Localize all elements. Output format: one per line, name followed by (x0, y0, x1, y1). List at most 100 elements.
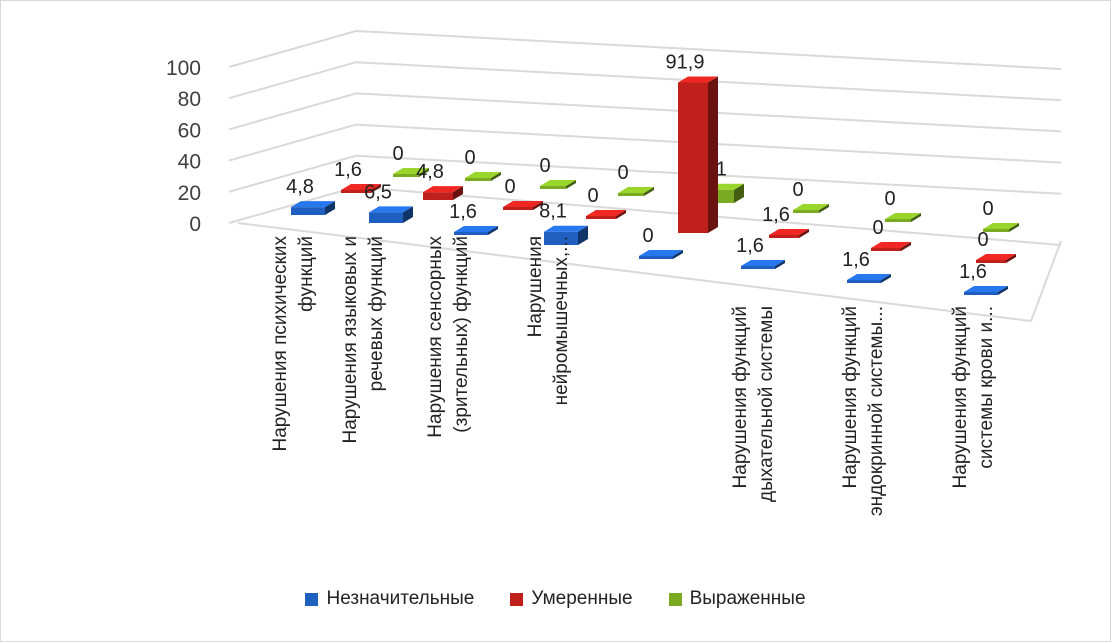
data-label: 0 (977, 229, 988, 251)
bar-front-0-2 (454, 232, 488, 235)
data-label: 4,8 (416, 161, 444, 183)
bar-front-1-7 (976, 260, 1006, 263)
category-label: речевых функций (366, 236, 387, 391)
category-label: функций (296, 236, 317, 312)
data-label: 0 (464, 147, 475, 169)
data-label: 0 (642, 225, 653, 247)
bar-top-0-6 (847, 274, 891, 280)
bar-side-0-0 (325, 201, 335, 215)
bar-top-2-2 (540, 180, 576, 186)
bar-front-1-1 (423, 192, 453, 200)
category-label: Нарушения языковых и (340, 236, 361, 444)
category-label: (зрительных) функций (451, 236, 472, 433)
data-label: 91,9 (666, 51, 705, 73)
bar-front-1-4 (678, 82, 708, 233)
bar-front-2-5 (793, 210, 819, 213)
bar-front-0-4 (639, 256, 673, 259)
data-label: 1,6 (842, 249, 870, 271)
gridline (228, 29, 1062, 70)
bar-top-2-6 (885, 213, 921, 219)
y-tick-label: 20 (178, 182, 201, 205)
data-label: 1,6 (762, 204, 790, 226)
data-label: 1,6 (449, 201, 477, 223)
bar-top-1-4 (678, 76, 718, 83)
bar-front-0-6 (847, 280, 881, 283)
bar-side-2-0 (419, 168, 429, 177)
gridline (228, 123, 1062, 164)
gridline (228, 61, 1062, 102)
bar-side-0-2 (488, 226, 498, 235)
bar-top-0-1 (369, 206, 413, 213)
bar-front-2-1 (465, 178, 491, 181)
category-label: Нарушения функций (840, 306, 861, 488)
data-label: 0 (982, 198, 993, 220)
gridline (228, 154, 1062, 195)
bar-top-0-0 (291, 201, 335, 208)
bar-top-0-7 (964, 286, 1008, 292)
legend-swatch (668, 592, 682, 606)
bar-top-0-4 (639, 250, 683, 256)
floor-edge (1030, 240, 1062, 322)
bar-front-1-2 (503, 207, 533, 210)
category-label: нейромышечных,... (551, 236, 572, 405)
bar-side-1-2 (533, 201, 543, 210)
bar-front-0-3 (544, 231, 578, 245)
legend-label: Умеренные (531, 588, 633, 609)
bar-front-2-2 (540, 186, 566, 189)
bar-side-0-6 (881, 274, 891, 283)
legend: Незначительные Умеренные Выраженные (1, 588, 1110, 610)
legend-item-severe: Выраженные (668, 588, 806, 610)
bar-top-1-5 (769, 229, 809, 235)
bar-top-1-3 (586, 210, 626, 216)
bar-top-1-1 (423, 186, 463, 193)
category-label: дыхательной системы (756, 306, 777, 502)
bar-side-2-6 (911, 213, 921, 222)
data-label: 0 (884, 188, 895, 210)
bar-side-2-4 (734, 183, 744, 203)
bar-top-2-3 (618, 187, 654, 193)
bar-side-1-7 (1006, 254, 1016, 263)
bar-top-2-0 (393, 168, 429, 174)
bar-front-0-5 (741, 266, 775, 269)
data-label: 1,6 (736, 235, 764, 257)
bar-front-1-6 (871, 248, 901, 251)
bar-front-2-6 (885, 219, 911, 222)
y-tick-label: 80 (178, 88, 201, 111)
data-label: 0 (587, 185, 598, 207)
bar-top-1-2 (503, 201, 543, 207)
bar-side-2-1 (491, 172, 501, 181)
data-label: 8,1 (539, 201, 567, 223)
bar-top-2-5 (793, 204, 829, 210)
y-tick-label: 100 (166, 57, 201, 80)
data-label: 0 (504, 176, 515, 198)
data-label: 0 (617, 162, 628, 184)
bar-side-1-5 (799, 229, 809, 238)
bar-top-1-7 (976, 254, 1016, 260)
category-label: Нарушения сенсорных (425, 236, 446, 438)
bar-side-1-1 (453, 186, 463, 200)
data-label: 0 (872, 217, 883, 239)
y-tick-label: 0 (189, 213, 201, 236)
bar-side-1-3 (616, 210, 626, 219)
bar-front-0-0 (291, 207, 325, 215)
bar-top-0-2 (454, 226, 498, 232)
y-tick-label: 40 (178, 151, 201, 174)
bar-side-0-3 (578, 225, 588, 245)
bar-front-0-7 (964, 292, 998, 295)
bar-side-0-5 (775, 260, 785, 269)
legend-swatch (305, 592, 319, 606)
bar-side-0-4 (673, 250, 683, 259)
bar-side-2-2 (566, 180, 576, 189)
bar-side-2-7 (1009, 223, 1019, 232)
category-label: эндокринной системы... (866, 306, 887, 516)
legend-label: Выраженные (689, 588, 806, 609)
bar-front-2-0 (393, 174, 419, 177)
legend-label: Незначительные (326, 588, 475, 609)
bar-front-2-7 (983, 229, 1009, 232)
bar-side-2-5 (819, 204, 829, 213)
data-label: 1,6 (334, 159, 362, 181)
legend-item-minor: Незначительные (305, 588, 474, 610)
category-label: Нарушения функций (730, 306, 751, 488)
